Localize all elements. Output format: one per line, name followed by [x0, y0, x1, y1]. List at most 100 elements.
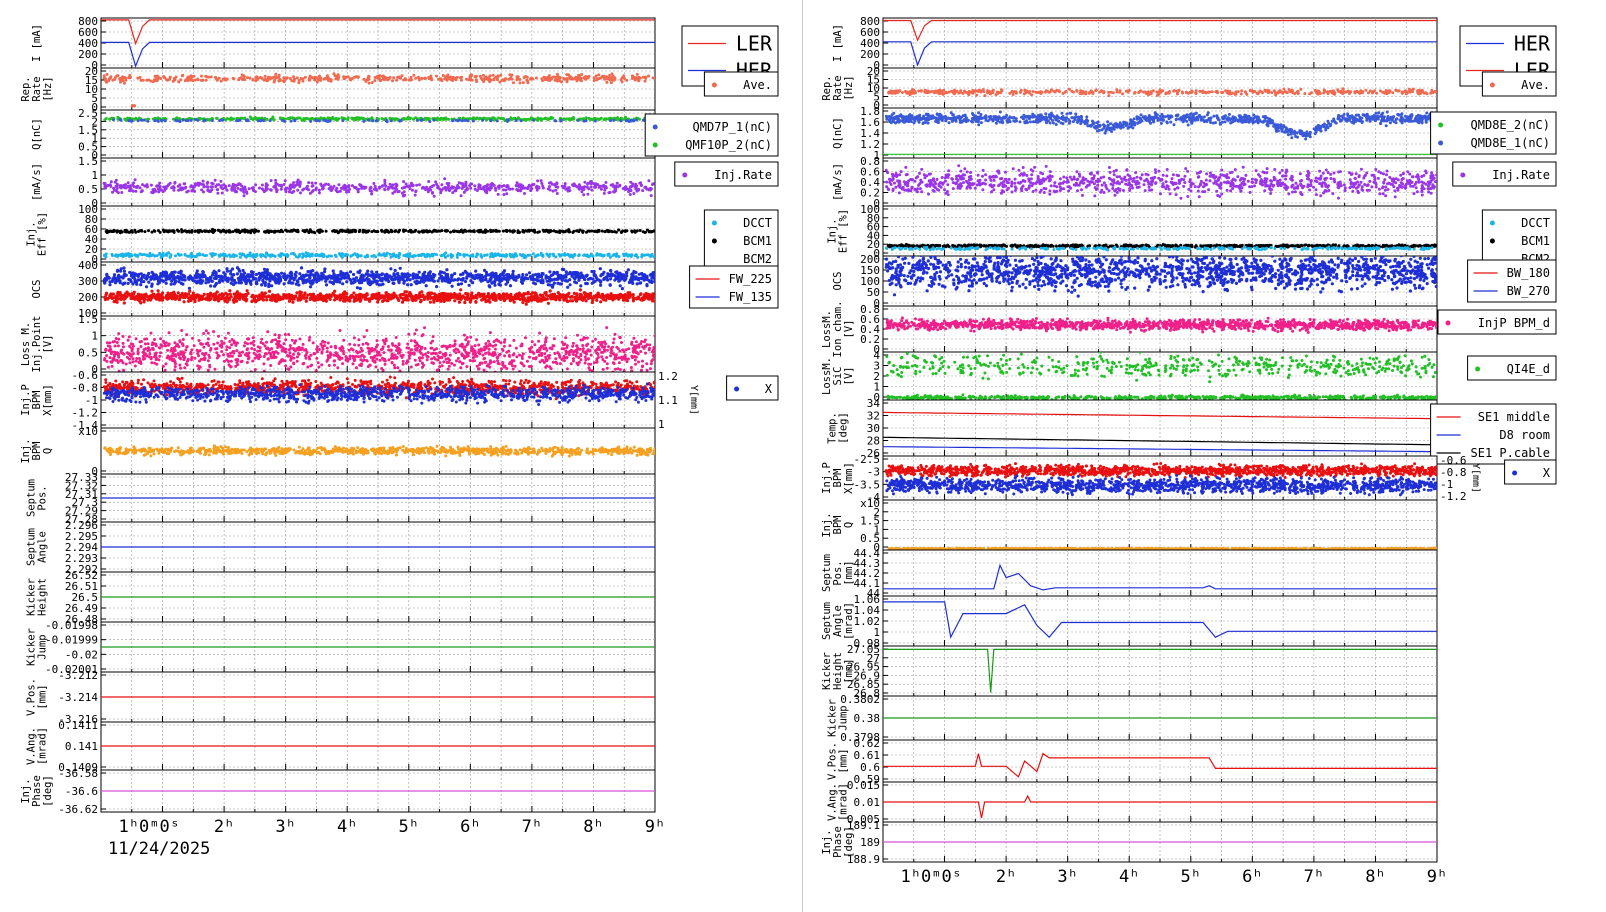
data-point — [417, 230, 421, 234]
data-point — [324, 279, 328, 283]
data-point — [240, 276, 244, 280]
data-point — [201, 270, 205, 274]
data-point — [301, 188, 305, 192]
data-point — [113, 77, 117, 81]
data-point — [272, 118, 276, 122]
ytick-label: 400 — [78, 259, 98, 272]
data-point — [259, 119, 263, 123]
ytick-label: 200 — [78, 48, 98, 61]
data-point — [135, 253, 139, 257]
data-point — [342, 75, 346, 79]
data-point — [264, 252, 268, 256]
data-point — [639, 184, 643, 187]
data-point — [283, 179, 287, 183]
data-point — [599, 187, 603, 191]
legend-box — [674, 161, 779, 187]
data-point — [351, 117, 355, 121]
data-point — [441, 187, 445, 191]
data-point — [602, 191, 606, 195]
legend-left-2: QMD7P_1(nC)QMF10P_2(nC) — [644, 113, 779, 157]
data-point — [239, 281, 243, 285]
data-point — [440, 229, 444, 233]
data-point — [122, 301, 126, 305]
data-point — [638, 76, 642, 80]
data-point — [383, 181, 387, 184]
data-point — [288, 187, 292, 191]
data-point — [109, 184, 113, 188]
data-point — [428, 270, 432, 274]
data-point — [154, 75, 158, 79]
data-point — [238, 182, 242, 186]
data-point — [536, 275, 540, 279]
data-point — [547, 230, 551, 234]
data-point — [585, 282, 589, 286]
data-point — [620, 287, 625, 291]
data-point — [133, 178, 137, 182]
data-point — [489, 272, 493, 276]
data-point — [323, 270, 327, 274]
data-point — [370, 270, 374, 274]
data-point — [378, 276, 382, 280]
data-point — [156, 119, 160, 123]
data-point — [225, 117, 229, 121]
data-point — [545, 279, 549, 283]
data-point — [491, 280, 496, 284]
data-point — [641, 273, 645, 277]
legend-box — [644, 113, 779, 157]
data-point — [479, 228, 483, 232]
data-point — [233, 186, 237, 190]
data-point — [464, 291, 468, 296]
data-point — [492, 272, 496, 276]
data-point — [613, 230, 617, 234]
data-point — [269, 76, 272, 80]
data-point — [182, 182, 186, 186]
data-point — [486, 292, 490, 296]
data-point — [409, 283, 413, 287]
data-point — [274, 76, 278, 80]
data-point — [484, 278, 488, 282]
data-point — [411, 272, 415, 276]
data-point — [239, 272, 243, 276]
data-point — [486, 183, 490, 187]
data-point — [519, 280, 524, 284]
data-point — [164, 253, 168, 257]
data-point — [339, 186, 343, 190]
data-point — [572, 270, 576, 275]
data-point — [377, 253, 381, 257]
data-point — [621, 229, 625, 233]
data-point — [503, 254, 507, 258]
data-point — [457, 230, 461, 234]
data-point — [608, 76, 611, 80]
data-point — [388, 252, 392, 256]
data-point — [138, 186, 142, 190]
data-point — [170, 271, 174, 275]
data-point — [510, 77, 514, 81]
ytick-label: 0.5 — [78, 141, 98, 154]
data-point — [447, 184, 450, 188]
data-point — [150, 284, 154, 288]
data-point — [223, 77, 227, 81]
data-point — [358, 286, 362, 291]
data-point — [286, 117, 290, 120]
data-point — [225, 269, 229, 273]
data-point — [349, 254, 353, 258]
data-point — [630, 229, 634, 233]
data-point — [481, 230, 485, 234]
data-point — [387, 230, 391, 234]
data-point — [514, 278, 518, 282]
data-point — [338, 252, 341, 256]
data-point — [324, 283, 329, 287]
data-point — [411, 184, 415, 188]
data-point — [199, 273, 203, 277]
data-point — [142, 118, 146, 122]
data-point — [646, 253, 650, 257]
data-point — [505, 229, 509, 232]
data-point — [456, 282, 460, 286]
data-point — [315, 80, 319, 84]
data-point — [378, 79, 382, 83]
data-point — [392, 253, 396, 257]
data-point — [423, 277, 427, 281]
data-point — [526, 277, 530, 281]
data-point — [524, 255, 528, 259]
data-point — [615, 181, 619, 185]
